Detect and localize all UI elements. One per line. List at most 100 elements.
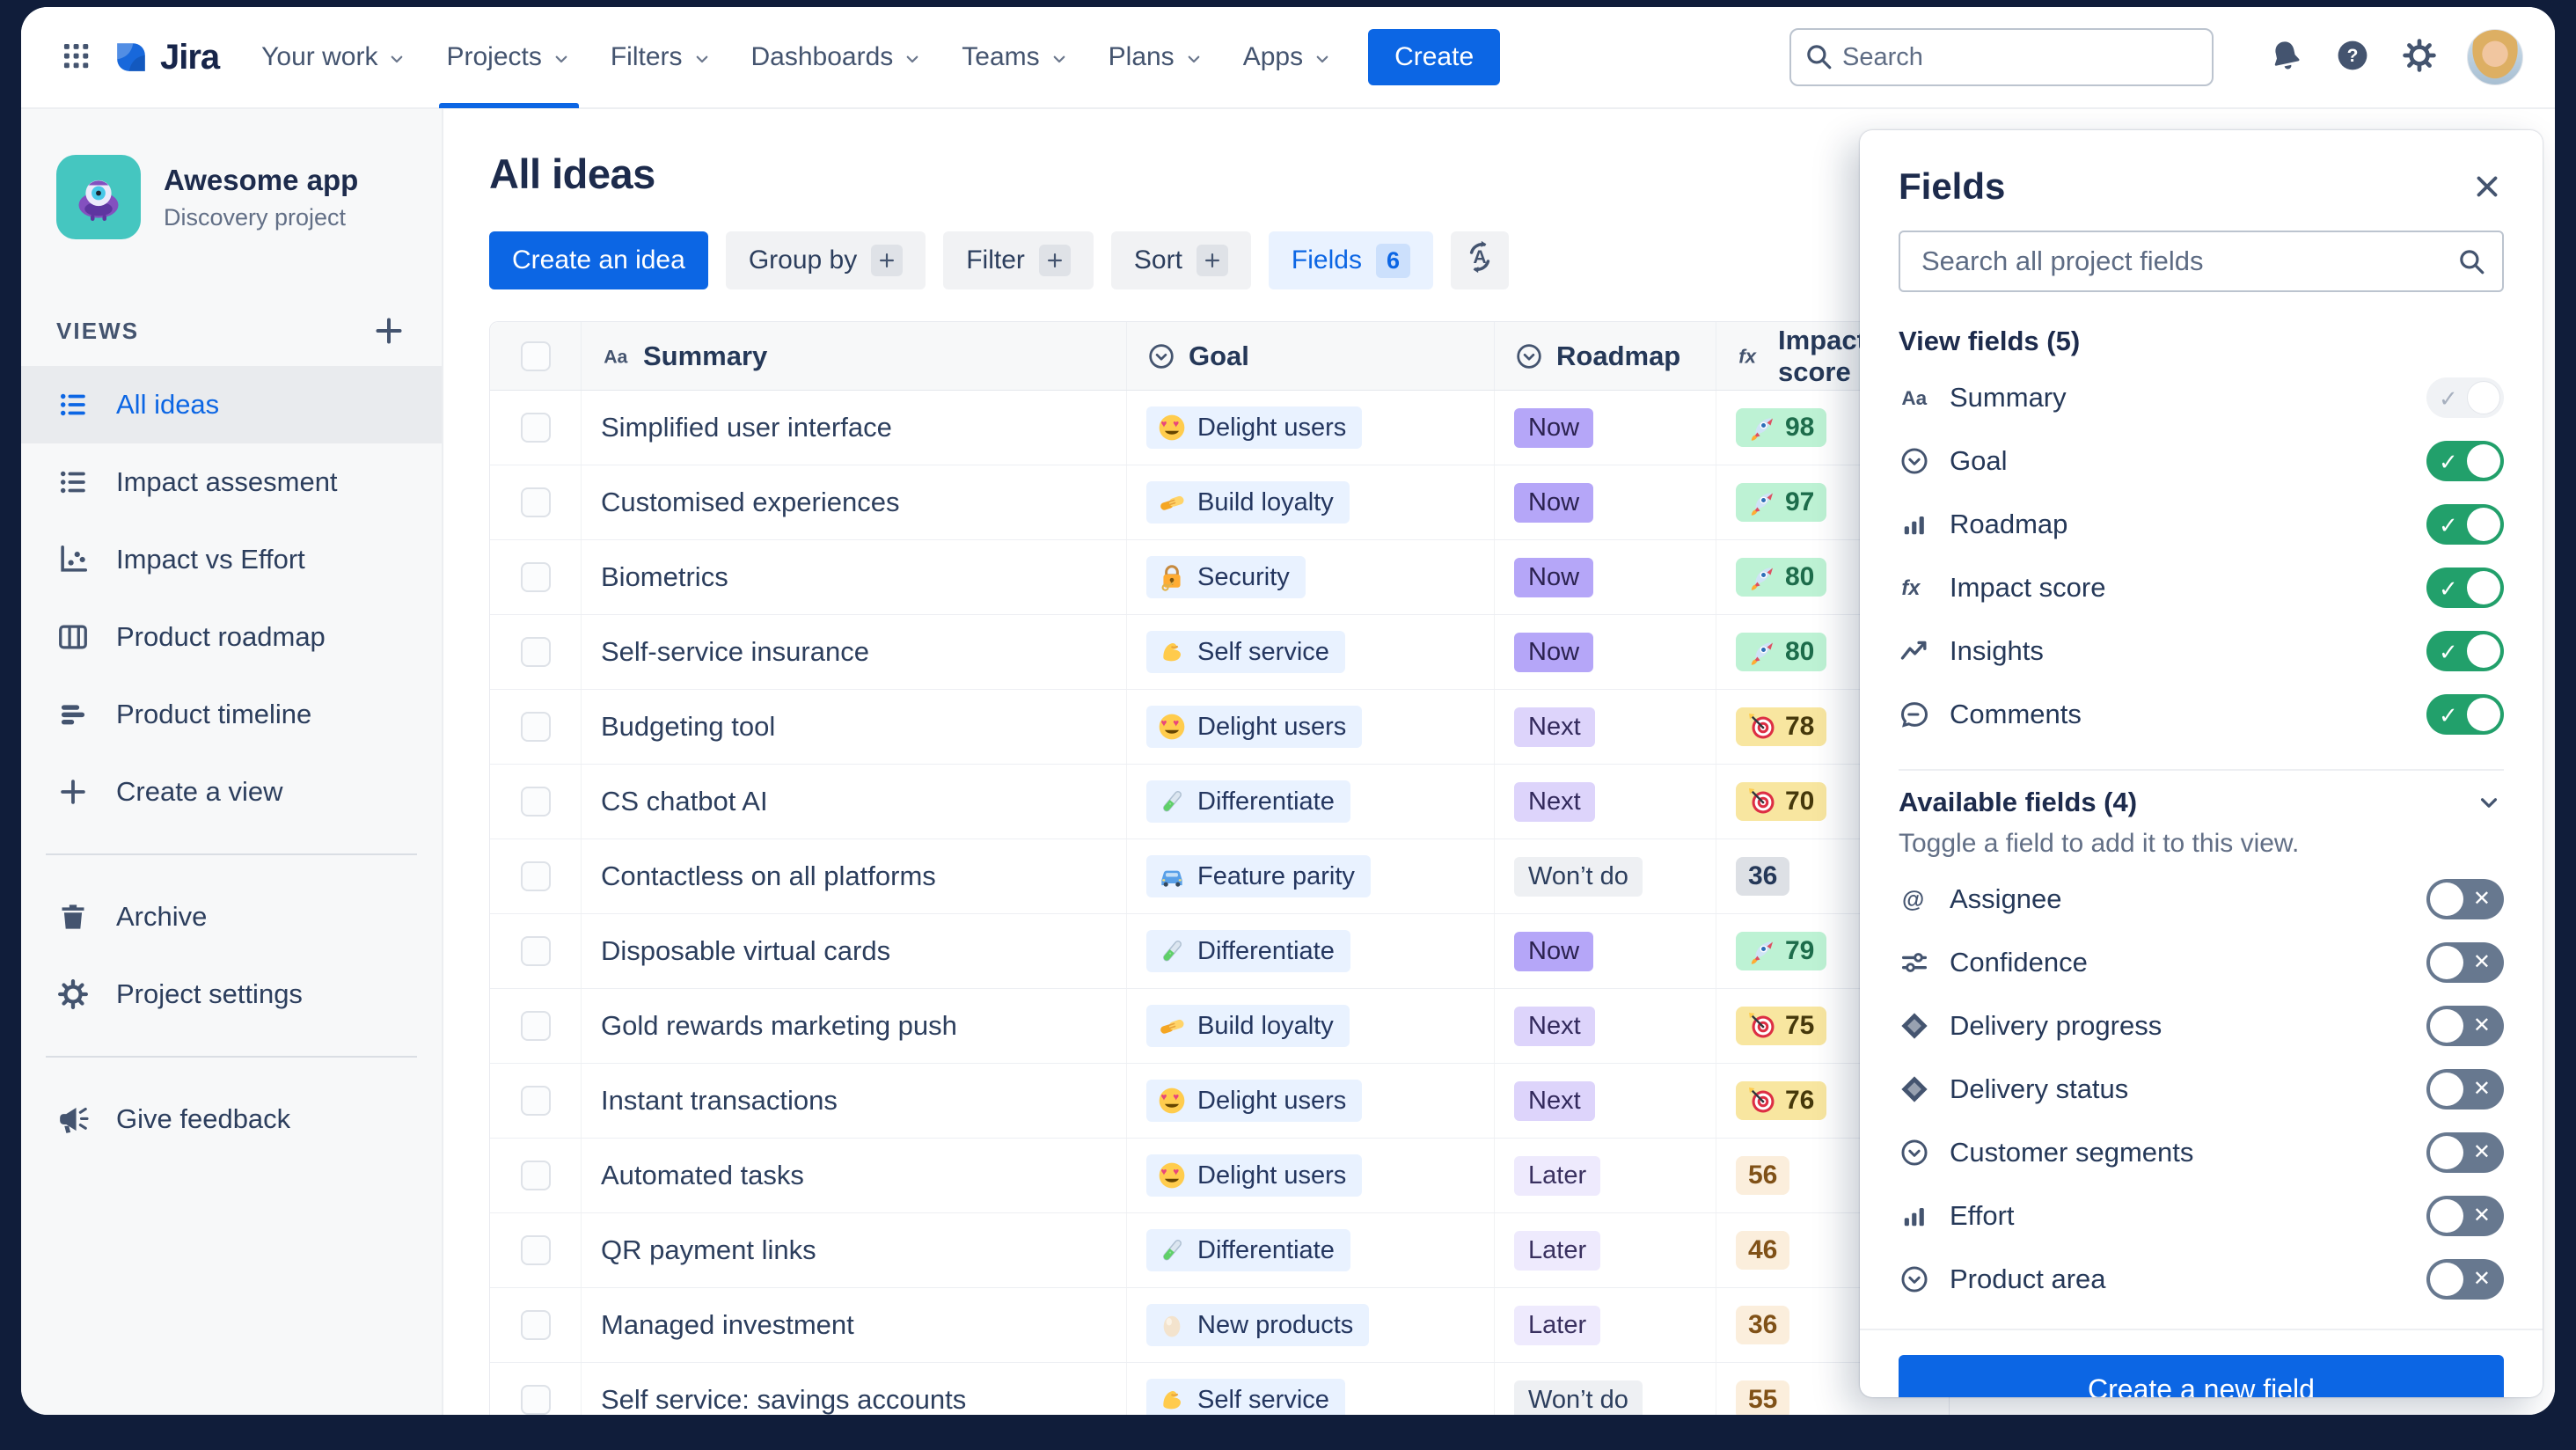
impact-score-chip[interactable]: 56	[1736, 1156, 1790, 1195]
field-toggle-on[interactable]: ✓	[2426, 631, 2504, 671]
roadmap-cell[interactable]: Later	[1495, 1288, 1716, 1362]
add-view-icon[interactable]	[371, 313, 406, 348]
impact-score-chip[interactable]: 36	[1736, 857, 1790, 896]
help-button[interactable]: ?	[2328, 33, 2377, 82]
goal-cell[interactable]: Self service	[1127, 1363, 1495, 1415]
menu-item-filters[interactable]: Filters	[591, 7, 732, 108]
field-toggle-off[interactable]: ✕	[2426, 1196, 2504, 1236]
summary-cell[interactable]: Disposable virtual cards	[582, 914, 1127, 988]
summary-cell[interactable]: Budgeting tool	[582, 690, 1127, 764]
column-header-goal[interactable]: Goal	[1127, 322, 1495, 390]
row-checkbox[interactable]	[520, 1161, 551, 1190]
row-checkbox[interactable]	[520, 1310, 551, 1340]
goal-chip[interactable]: ♥ ♥ Delight users	[1146, 706, 1363, 748]
impact-cell[interactable]: 79	[1716, 914, 1950, 988]
summary-cell[interactable]: CS chatbot AI	[582, 765, 1127, 839]
sidebar-item-product-roadmap[interactable]: Product roadmap	[21, 598, 442, 676]
roadmap-cell[interactable]: Now	[1495, 540, 1716, 614]
roadmap-chip[interactable]: Later	[1514, 1155, 1601, 1196]
impact-score-chip[interactable]: 80	[1736, 558, 1827, 597]
chevron-down-icon[interactable]	[2474, 787, 2504, 817]
notifications-button[interactable]	[2261, 33, 2310, 82]
sidebar-item-create-a-view[interactable]: Create a view	[21, 753, 442, 831]
roadmap-cell[interactable]: Now	[1495, 391, 1716, 465]
roadmap-cell[interactable]: Next	[1495, 989, 1716, 1063]
impact-score-chip[interactable]: 80	[1736, 633, 1827, 671]
table-row[interactable]: Self-service insurance Self service Now 80	[490, 615, 1949, 690]
project-header[interactable]: Awesome app Discovery project	[21, 155, 442, 239]
impact-cell[interactable]: 36	[1716, 839, 1950, 913]
row-checkbox[interactable]	[520, 1086, 551, 1116]
impact-cell[interactable]: 55	[1716, 1363, 1950, 1415]
roadmap-chip[interactable]: Next	[1514, 781, 1595, 822]
roadmap-chip[interactable]: Next	[1514, 1006, 1595, 1046]
goal-chip[interactable]: ♥ ♥ Delight users	[1146, 406, 1363, 449]
row-checkbox[interactable]	[520, 787, 551, 817]
row-checkbox[interactable]	[520, 413, 551, 443]
summary-cell[interactable]: Managed investment	[582, 1288, 1127, 1362]
goal-chip[interactable]: Build loyalty	[1146, 1005, 1350, 1047]
sidebar-item-all-ideas[interactable]: All ideas	[21, 366, 442, 443]
goal-chip[interactable]: Security	[1146, 556, 1306, 598]
field-toggle-on[interactable]: ✓	[2426, 568, 2504, 608]
auto-sort-button[interactable]: A	[1450, 231, 1509, 289]
fields-button[interactable]: Fields 6	[1268, 231, 1433, 289]
summary-cell[interactable]: Biometrics	[582, 540, 1127, 614]
field-toggle-off[interactable]: ✕	[2426, 1132, 2504, 1173]
row-checkbox[interactable]	[520, 712, 551, 742]
menu-item-teams[interactable]: Teams	[942, 7, 1088, 108]
impact-cell[interactable]: 75	[1716, 989, 1950, 1063]
summary-cell[interactable]: Instant transactions	[582, 1064, 1127, 1138]
summary-cell[interactable]: Automated tasks	[582, 1139, 1127, 1212]
roadmap-cell[interactable]: Won’t do	[1495, 1363, 1716, 1415]
user-avatar[interactable]	[2467, 29, 2523, 85]
roadmap-chip[interactable]: Now	[1514, 482, 1594, 523]
goal-chip[interactable]: Build loyalty	[1146, 481, 1350, 524]
field-toggle-off[interactable]: ✕	[2426, 1006, 2504, 1046]
row-checkbox[interactable]	[520, 861, 551, 891]
goal-cell[interactable]: Differentiate	[1127, 914, 1495, 988]
roadmap-chip[interactable]: Won’t do	[1514, 1380, 1643, 1415]
select-all-checkbox[interactable]	[520, 341, 551, 371]
sort-button[interactable]: Sort	[1110, 231, 1251, 289]
goal-cell[interactable]: Build loyalty	[1127, 465, 1495, 539]
summary-cell[interactable]: Contactless on all platforms	[582, 839, 1127, 913]
impact-cell[interactable]: 80	[1716, 615, 1950, 689]
row-checkbox[interactable]	[520, 1235, 551, 1265]
field-toggle-off[interactable]: ✕	[2426, 942, 2504, 983]
table-row[interactable]: Biometrics Security Now 80	[490, 540, 1949, 615]
goal-chip[interactable]: ♥ ♥ Delight users	[1146, 1154, 1363, 1197]
row-checkbox[interactable]	[520, 936, 551, 966]
impact-cell[interactable]: 80	[1716, 540, 1950, 614]
impact-cell[interactable]: 56	[1716, 1139, 1950, 1212]
group-by-button[interactable]: Group by	[725, 231, 926, 289]
impact-score-chip[interactable]: 78	[1736, 707, 1827, 746]
filter-button[interactable]: Filter	[943, 231, 1094, 289]
impact-cell[interactable]: 70	[1716, 765, 1950, 839]
settings-button[interactable]	[2395, 33, 2444, 82]
table-row[interactable]: Budgeting tool ♥ ♥ Delight users Next 78	[490, 690, 1949, 765]
create-button[interactable]: Create	[1368, 29, 1501, 85]
impact-cell[interactable]: 46	[1716, 1213, 1950, 1287]
table-row[interactable]: Automated tasks ♥ ♥ Delight users Later 56	[490, 1139, 1949, 1213]
summary-cell[interactable]: Self-service insurance	[582, 615, 1127, 689]
create-idea-button[interactable]: Create an idea	[489, 231, 708, 289]
field-toggle-on[interactable]: ✓	[2426, 694, 2504, 735]
impact-cell[interactable]: 97	[1716, 465, 1950, 539]
impact-cell[interactable]: 78	[1716, 690, 1950, 764]
jira-logo[interactable]: Jira	[111, 37, 220, 77]
roadmap-cell[interactable]: Now	[1495, 914, 1716, 988]
app-switcher-icon[interactable]	[48, 29, 104, 85]
goal-chip[interactable]: Self service	[1146, 1379, 1345, 1415]
table-row[interactable]: Disposable virtual cards Differentiate Now…	[490, 914, 1949, 989]
column-header-impact-score[interactable]: fx Impact score	[1716, 322, 1950, 390]
impact-score-chip[interactable]: 70	[1736, 782, 1827, 821]
roadmap-chip[interactable]: Won’t do	[1514, 856, 1643, 897]
roadmap-cell[interactable]: Later	[1495, 1213, 1716, 1287]
field-toggle-off[interactable]: ✕	[2426, 879, 2504, 919]
goal-cell[interactable]: Feature parity	[1127, 839, 1495, 913]
impact-score-chip[interactable]: 76	[1736, 1081, 1827, 1120]
row-checkbox[interactable]	[520, 1385, 551, 1415]
impact-cell[interactable]: 76	[1716, 1064, 1950, 1138]
roadmap-cell[interactable]: Next	[1495, 765, 1716, 839]
